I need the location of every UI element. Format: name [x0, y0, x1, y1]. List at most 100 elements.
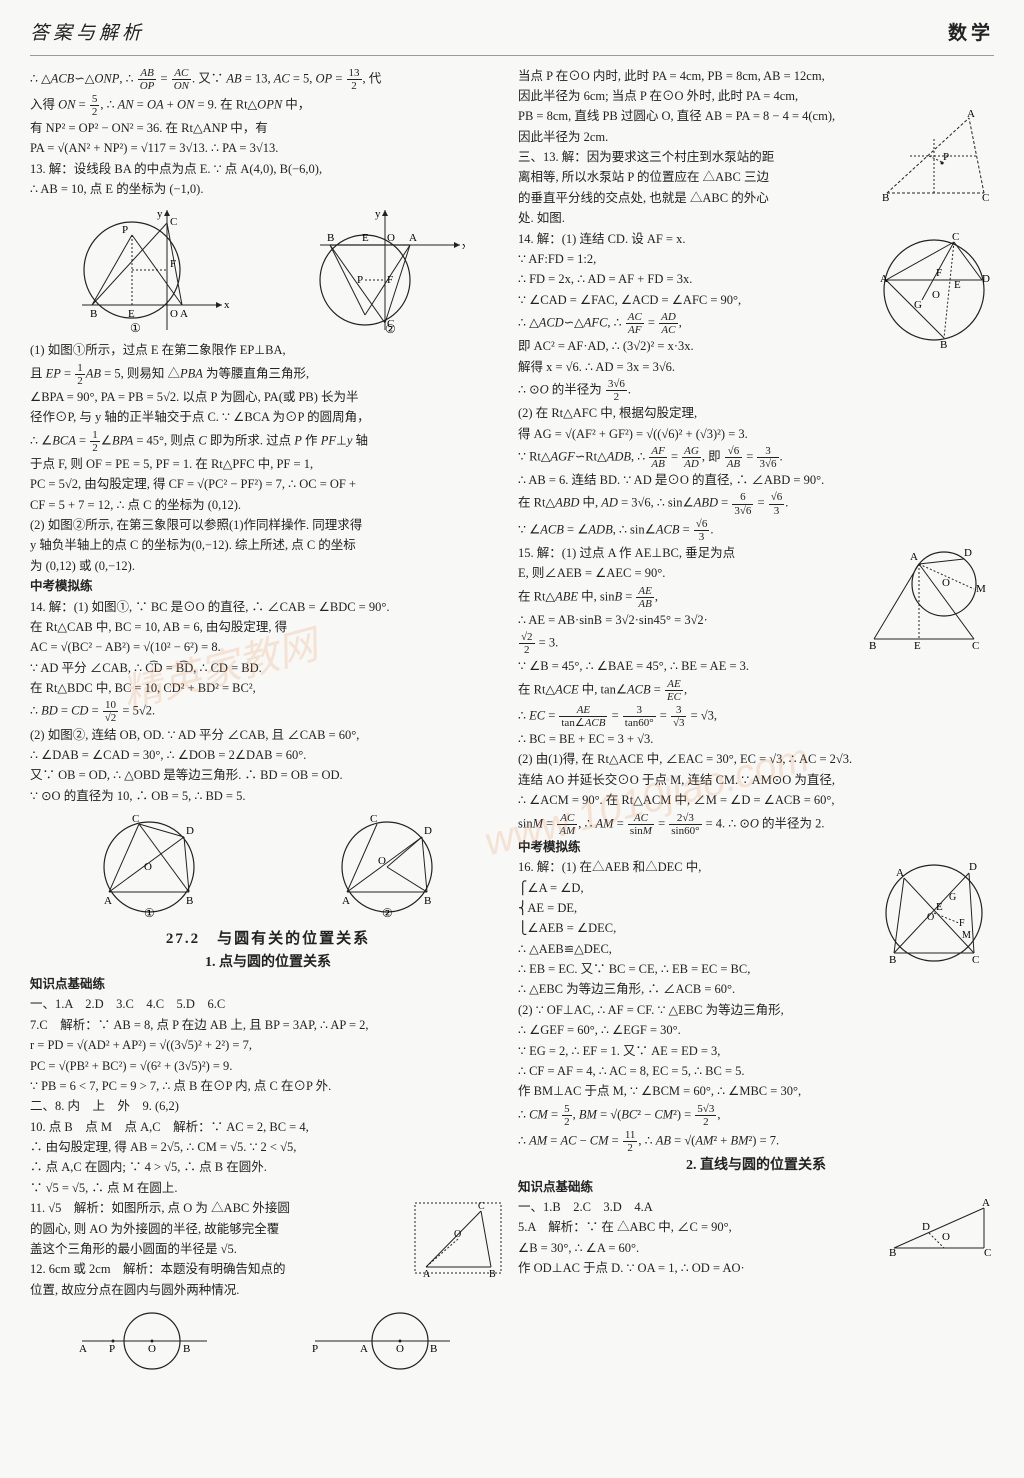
header-subject: 数学: [948, 20, 994, 49]
svg-text:B: B: [889, 1247, 896, 1258]
figure-row-3: A P O B P A O B: [30, 1306, 506, 1376]
svg-text:O: O: [942, 1231, 950, 1243]
subsection-heading: 中考模拟练: [30, 577, 506, 596]
subsection-heading: 知识点基础练: [30, 975, 506, 994]
text-line: 又∵ OB = OD, ∴ △OBD 是等边三角形. ∴ BD = OB = O…: [30, 766, 506, 785]
figure-circle-line-2: P A O B: [310, 1306, 460, 1376]
svg-text:E: E: [936, 901, 943, 913]
text-line: 10. 点 B 点 M 点 A,C 解析：∵ AC = 2, BC = 4,: [30, 1118, 506, 1137]
svg-text:D: D: [982, 273, 990, 285]
svg-text:C: C: [478, 1201, 485, 1212]
text-line: ∵ ∠ACB = ∠ADB, ∴ sin∠ACB = √63.: [518, 518, 994, 543]
svg-text:O: O: [387, 232, 395, 244]
text-line: r = PD = √(AD² + AP²) = √((3√5)² + 2²) =…: [30, 1036, 506, 1055]
svg-text:C: C: [952, 231, 959, 243]
svg-text:B: B: [882, 192, 889, 203]
text-line: ∴ ∠ACM = 90°. 在 Rt△ACM 中, ∠M = ∠D = ∠ACB…: [518, 791, 994, 810]
svg-text:F: F: [959, 918, 965, 929]
svg-text:E: E: [914, 640, 921, 652]
svg-text:C: C: [972, 954, 979, 966]
text-line: ∴ 点 A,C 在圆内; ∵ 4 > √5, ∴ 点 B 在圆外.: [30, 1158, 506, 1177]
svg-text:P: P: [109, 1343, 115, 1355]
svg-text:M: M: [976, 583, 986, 595]
svg-text:B: B: [327, 232, 334, 244]
text-line: ∵ ∠B = 45°, ∴ ∠BAE = 45°, ∴ BE = AE = 3.: [518, 657, 994, 676]
text-line: 位置, 故应分点在圆内与圆外两种情况.: [30, 1281, 506, 1300]
text-line: ∴ 由勾股定理, 得 AB = 2√5, ∴ CM = √5. ∵ 2 < √5…: [30, 1138, 506, 1157]
subsection-heading: 知识点基础练: [518, 1178, 994, 1197]
figure-circle-abcd-2: A B C D O ②: [322, 812, 452, 922]
text-line: 作 BM⊥AC 于点 M, ∵ ∠BCM = 60°, ∴ ∠MBC = 30°…: [518, 1082, 994, 1101]
svg-text:D: D: [964, 547, 972, 559]
svg-text:O: O: [932, 289, 940, 301]
text-line: ∴ BD = CD = 10√2 = 5√2.: [30, 699, 506, 724]
text-line: 于点 F, 则 OF = PE = 5, PF = 1. 在 Rt△PFC 中,…: [30, 455, 506, 474]
svg-text:F: F: [387, 274, 393, 286]
text-line: ∵ AD 平分 ∠CAB, ∴ C͡D = B͡D, ∴ CD = BD.: [30, 659, 506, 678]
svg-text:D: D: [186, 825, 194, 837]
svg-text:C: C: [972, 640, 979, 652]
figure-triangle-dashed: A B C P: [879, 108, 994, 203]
text-line: 13. 解：设线段 BA 的中点为点 E. ∵ 点 A(4,0), B(−6,0…: [30, 160, 506, 179]
text-line: 解得 x = √6. ∴ AD = 3x = 3√6.: [518, 358, 994, 377]
svg-text:x: x: [462, 240, 465, 252]
sub-section-title: 2. 直线与圆的位置关系: [518, 1155, 994, 1177]
svg-text:A: A: [423, 1269, 431, 1279]
figure-2-axes-circle: B A E O P F C x y ②: [315, 205, 465, 335]
svg-text:x: x: [224, 299, 230, 311]
svg-text:O: O: [148, 1343, 156, 1355]
text-line: ∴ ⊙O 的半径为 3√62.: [518, 378, 994, 403]
svg-text:B: B: [889, 954, 896, 966]
figure-circle-abcd-1: A B C D O ①: [84, 812, 214, 922]
svg-text:A: A: [967, 108, 975, 120]
svg-text:O: O: [170, 308, 178, 320]
svg-text:A: A: [880, 273, 888, 285]
text-line: y 轴负半轴上的点 C 的坐标为(0,−12). 综上所述, 点 C 的坐标: [30, 536, 506, 555]
svg-text:D: D: [969, 861, 977, 873]
text-line: 7.C 解析：∵ AB = 8, 点 P 在边 AB 上, 且 BP = 3AP…: [30, 1016, 506, 1035]
text-line: ∵ PB = 6 < 7, PC = 9 > 7, ∴ 点 B 在⊙P 内, 点…: [30, 1077, 506, 1096]
svg-text:F: F: [936, 267, 942, 279]
left-column: ∴ △ACB∽△ONP, ∴ ABOP = ACON. 又∵ AB = 13, …: [30, 66, 506, 1459]
two-column-layout: ∴ △ACB∽△ONP, ∴ ABOP = ACON. 又∵ AB = 13, …: [30, 66, 994, 1459]
figure-circle-inscribed-14: A D C B F E O G: [874, 230, 994, 350]
subsection-heading: 中考模拟练: [518, 838, 994, 857]
text-line: 在 Rt△CAB 中, BC = 10, AB = 6, 由勾股定理, 得: [30, 618, 506, 637]
text-line: 在 Rt△ACE 中, tan∠ACB = AEEC,: [518, 678, 994, 703]
text-line: 二、8. 内 上 外 9. (6,2): [30, 1097, 506, 1116]
svg-text:O: O: [378, 855, 386, 867]
text-line: AC = √(BC² − AB²) = √(10² − 6²) = 8.: [30, 638, 506, 657]
text-line: 在 Rt△ABD 中, AD = 3√6, ∴ sin∠ABD = 63√6 =…: [518, 491, 994, 516]
svg-text:C: C: [984, 1247, 991, 1258]
svg-text:O: O: [927, 912, 934, 923]
svg-text:C: C: [370, 813, 377, 825]
figure-triangle-outscribed: A B C O: [411, 1199, 506, 1279]
svg-text:B: B: [90, 308, 97, 320]
svg-text:P: P: [943, 151, 949, 163]
text-line: 径作⊙P, 与 y 轴的正半轴交于点 C. ∵ ∠BCA 为⊙P 的圆周角，: [30, 408, 506, 427]
text-line: ∴ △ACB∽△ONP, ∴ ABOP = ACON. 又∵ AB = 13, …: [30, 67, 506, 92]
svg-text:A: A: [896, 867, 904, 879]
text-line: 连结 AO 并延长交⊙O 于点 M, 连结 CM. ∵ AM⊙O 为直径,: [518, 771, 994, 790]
figure-right-triangle-5: A B C D O: [884, 1198, 994, 1258]
svg-text:M: M: [962, 930, 971, 941]
svg-text:A: A: [79, 1343, 87, 1355]
svg-text:A: A: [360, 1343, 368, 1355]
svg-text:E: E: [954, 279, 961, 291]
svg-text:E: E: [128, 308, 135, 320]
svg-text:y: y: [375, 208, 381, 220]
svg-text:A: A: [180, 308, 188, 320]
svg-text:P: P: [357, 274, 363, 286]
text-line: ∴ ∠GEF = 60°, ∴ ∠EGF = 30°.: [518, 1021, 994, 1040]
svg-text:P: P: [122, 224, 128, 236]
text-line: 且 EP = 12AB = 5, 则易知 △PBA 为等腰直角三角形,: [30, 362, 506, 387]
figure-circle-line-1: A P O B: [77, 1306, 217, 1376]
text-line: ∠BPA = 90°, PA = PB = 5√2. 以点 P 为圆心, PA(…: [30, 388, 506, 407]
svg-text:B: B: [430, 1343, 437, 1355]
mc-answers: 一、1.A 2.D 3.C 4.C 5.D 6.C: [30, 995, 506, 1014]
text-line: 在 Rt△BDC 中, BC = 10, CD² + BD² = BC²,: [30, 679, 506, 698]
svg-text:C: C: [132, 813, 139, 825]
svg-text:B: B: [424, 895, 431, 907]
svg-text:A: A: [104, 895, 112, 907]
text-line: 14. 解：(1) 如图①, ∵ BC 是⊙O 的直径, ∴ ∠CAB = ∠B…: [30, 598, 506, 617]
